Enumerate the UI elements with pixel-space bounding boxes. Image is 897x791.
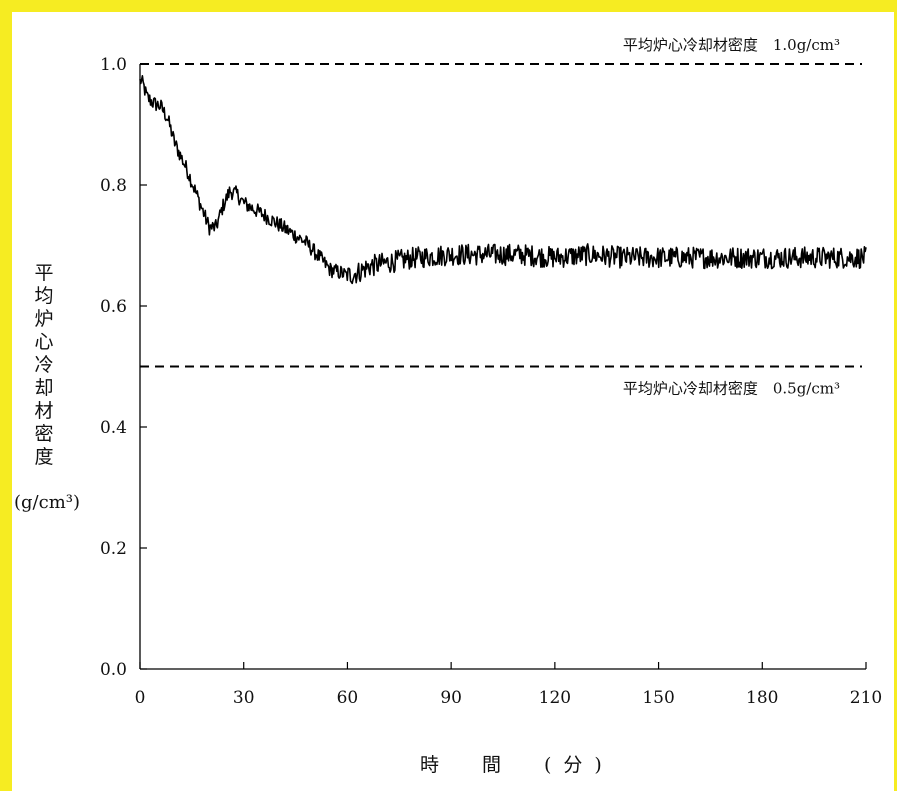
series — [139, 75, 867, 285]
x-tick-label: 0 — [135, 688, 146, 708]
frame-border-left — [0, 0, 12, 791]
x-tick-label: 60 — [337, 688, 359, 708]
y-tick-label: 0.6 — [100, 297, 127, 317]
x-tick-label: 180 — [746, 688, 778, 708]
density-series-line — [139, 75, 867, 285]
y-axis-unit: (g/cm³) — [14, 492, 80, 513]
frame-border-top — [0, 0, 897, 12]
reference-lines: 平均炉心冷却材密度 1.0g/cm³ 平均炉心冷却材密度 0.5g/cm³ — [140, 36, 862, 398]
y-tick-label: 1.0 — [100, 55, 127, 75]
x-axis-label: 時 間 (分) — [420, 754, 614, 776]
x-tick-label: 120 — [539, 688, 571, 708]
y-tick-label: 0.8 — [100, 176, 127, 196]
frame-border-right — [894, 0, 897, 791]
x-tick-label: 210 — [850, 688, 882, 708]
x-tick-label: 30 — [233, 688, 255, 708]
ticks: 0.0 0.2 0.4 0.6 0.8 1.0 0 30 60 90 120 150 180 210 — [100, 55, 882, 708]
y-tick-label: 0.2 — [100, 539, 127, 559]
x-tick-label: 150 — [642, 688, 674, 708]
x-tick-label: 90 — [440, 688, 462, 708]
y-axis-label: 平均炉心冷却材密度 — [34, 262, 54, 468]
y-tick-label: 0.0 — [100, 660, 127, 680]
reference-label: 平均炉心冷却材密度 0.5g/cm³ — [623, 380, 840, 398]
y-tick-label: 0.4 — [100, 418, 127, 438]
reference-label: 平均炉心冷却材密度 1.0g/cm³ — [623, 36, 840, 54]
